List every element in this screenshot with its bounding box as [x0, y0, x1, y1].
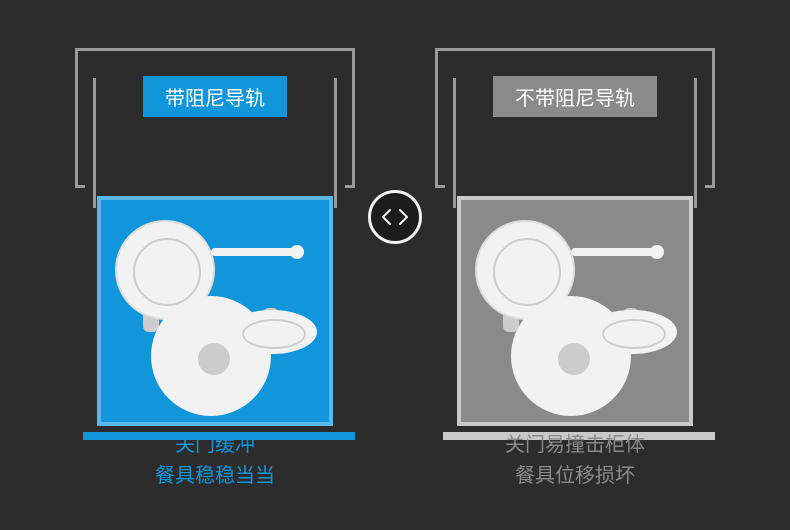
dishes-right	[461, 200, 689, 422]
caption-line: 关门缓冲	[75, 430, 355, 461]
caption-right: 关门易撞击柜体 餐具位移损坏	[435, 430, 715, 492]
cabinet-frame-right	[345, 48, 355, 188]
oval-dish-icon	[227, 310, 317, 354]
caption-left: 关门缓冲 餐具稳稳当当	[75, 430, 355, 492]
panel-without-damping: 不带阻尼导轨	[435, 48, 715, 78]
rail-right	[334, 78, 337, 208]
compare-icon	[368, 190, 422, 244]
cabinet-frame-top	[75, 48, 355, 78]
cabinet-frame-left	[435, 48, 445, 188]
rail-left	[93, 78, 96, 208]
drawer-right	[457, 196, 693, 426]
title-badge-right: 不带阻尼导轨	[493, 76, 657, 117]
caption-line: 关门易撞击柜体	[435, 430, 715, 461]
caption-line: 餐具稳稳当当	[75, 461, 355, 492]
rail-right	[694, 78, 697, 208]
rail-left	[453, 78, 456, 208]
dishes-left	[101, 200, 329, 422]
oval-dish-icon	[587, 310, 677, 354]
title-badge-left: 带阻尼导轨	[143, 76, 287, 117]
cabinet-frame-right	[705, 48, 715, 188]
panel-with-damping: 带阻尼导轨	[75, 48, 355, 78]
pan-handle-icon	[571, 248, 661, 256]
cabinet-frame-top	[435, 48, 715, 78]
cabinet-frame-left	[75, 48, 85, 188]
caption-line: 餐具位移损坏	[435, 461, 715, 492]
pan-handle-icon	[211, 248, 301, 256]
drawer-left	[97, 196, 333, 426]
